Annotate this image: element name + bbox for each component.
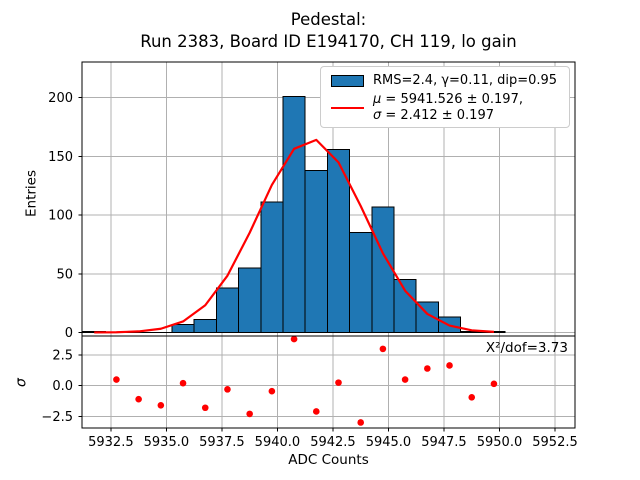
y-tick-label: 100 — [48, 209, 73, 224]
histogram-bar — [371, 206, 395, 333]
y-tick-label: 2.5 — [52, 349, 73, 364]
gaussian-fit-curve — [94, 138, 495, 334]
x-tick-label: 5935.0 — [144, 435, 190, 450]
chart-title-line1: Pedestal: — [290, 10, 367, 29]
residual-point — [335, 379, 342, 386]
histogram-bar — [393, 279, 417, 333]
residual-point — [179, 379, 187, 387]
residual-point — [312, 408, 320, 415]
residual-point — [468, 394, 476, 401]
residual-point — [135, 395, 142, 403]
residual-point — [246, 410, 253, 418]
histogram-bar — [193, 319, 217, 333]
fit-line-swatch-icon — [331, 106, 364, 109]
legend-fit-label: μ = 5941.526 ± 0.197, σ = 2.412 ± 0.197 — [373, 92, 523, 123]
histogram-bar — [215, 287, 240, 333]
chi2-annotation: Χ²/dof=3.73 — [485, 340, 568, 356]
residual-point — [379, 345, 387, 353]
residual-point — [113, 376, 120, 383]
sigma-value: = 2.412 ± 0.197 — [381, 107, 494, 123]
residual-point — [268, 387, 276, 395]
sigma-symbol: σ — [373, 107, 382, 123]
histogram-bar — [304, 169, 328, 333]
mu-value: = 5941.526 ± 0.197, — [381, 92, 523, 107]
mu-symbol: μ — [373, 92, 382, 107]
residual-point — [490, 380, 498, 388]
residual-point — [401, 376, 409, 383]
histogram-bar — [171, 323, 195, 333]
x-tick-label: 5945.0 — [366, 435, 412, 450]
residual-point — [290, 335, 298, 343]
y-tick-label: 150 — [48, 150, 73, 165]
y-axis-label-entries: Entries — [23, 169, 40, 218]
y-tick-label: 50 — [56, 267, 73, 282]
y-tick-label: 200 — [48, 91, 73, 106]
histogram-bar — [349, 232, 373, 333]
chart-title-line2: Run 2383, Board ID E194170, CH 119, lo g… — [140, 32, 517, 51]
residual-point — [446, 362, 453, 369]
residual-point — [224, 386, 231, 393]
residual-axes-spine — [81, 335, 576, 429]
legend-entry-histogram: RMS=2.4, γ=0.11, dip=0.95 — [321, 71, 569, 90]
x-tick-label: 5940.0 — [255, 435, 301, 450]
y-tick-label: 0 — [65, 326, 73, 341]
legend-box: RMS=2.4, γ=0.11, dip=0.95 μ = 5941.526 ±… — [320, 66, 570, 128]
residual-point — [201, 404, 209, 412]
x-tick-label: 5950.0 — [477, 435, 523, 450]
residual-point — [357, 419, 365, 426]
y-axis-label-sigma: σ — [13, 378, 30, 387]
legend-entry-fit: μ = 5941.526 ± 0.197, σ = 2.412 ± 0.197 — [321, 92, 569, 123]
legend-histogram-label: RMS=2.4, γ=0.11, dip=0.95 — [373, 73, 558, 88]
x-axis-label: ADC Counts — [288, 452, 369, 468]
x-tick-label: 5932.5 — [88, 435, 134, 450]
x-tick-label: 5952.5 — [532, 435, 578, 450]
y-tick-label: 0.0 — [52, 379, 73, 394]
residual-point — [157, 402, 165, 409]
histogram-bar — [282, 95, 306, 333]
residual-point — [424, 365, 431, 372]
y-tick-label: −2.5 — [41, 410, 73, 425]
histogram-bar — [238, 267, 262, 333]
x-tick-label: 5942.5 — [310, 435, 356, 450]
histogram-bar — [260, 201, 284, 333]
histogram-swatch-icon — [331, 74, 364, 87]
x-tick-label: 5947.5 — [421, 435, 467, 450]
x-tick-label: 5937.5 — [199, 435, 245, 450]
